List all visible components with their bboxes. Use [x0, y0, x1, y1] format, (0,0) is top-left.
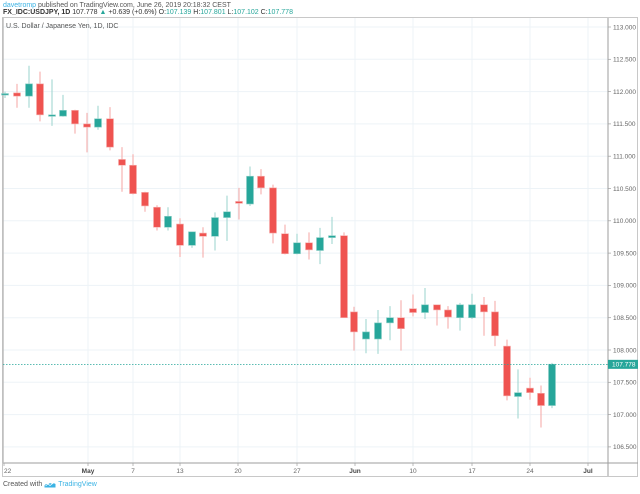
candle-up[interactable] [293, 242, 301, 255]
candle-down[interactable] [118, 159, 126, 166]
y-axis-label: 110.500 [613, 186, 636, 193]
close-label: C: [260, 9, 268, 16]
last-price-label: 107.778 [612, 362, 636, 369]
candle-up[interactable] [386, 317, 394, 324]
candle-up[interactable] [25, 83, 33, 97]
x-axis-label: 20 [234, 468, 242, 475]
candle-down[interactable] [305, 242, 313, 251]
candle-up[interactable] [1, 93, 9, 96]
y-axis-label: 106.500 [613, 444, 637, 451]
x-axis-label: May [82, 468, 95, 475]
x-axis-label: 17 [468, 468, 476, 475]
candle-up[interactable] [48, 114, 56, 117]
price-change: +0.639 (+0.6%) [108, 9, 157, 16]
author-link[interactable]: davetromp [3, 2, 37, 9]
y-axis-label: 112.500 [613, 57, 636, 64]
candle-down[interactable] [199, 232, 207, 237]
candle-up[interactable] [468, 304, 476, 318]
published-text: published on TradingView.com, June 26, 2… [36, 2, 231, 9]
high-label: H: [193, 9, 201, 16]
candle-up[interactable] [362, 331, 370, 340]
candle-down[interactable] [269, 187, 277, 234]
y-axis-label: 112.000 [613, 89, 636, 96]
y-axis-label: 108.500 [613, 315, 637, 322]
candle-up[interactable] [374, 322, 382, 340]
y-axis-label: 107.500 [613, 380, 637, 387]
candle-down[interactable] [129, 164, 137, 194]
y-axis-label: 109.500 [613, 250, 637, 257]
symbol-info: FX_IDC:USDJPY, 1D 107.778 ▲ +0.639 (+0.6… [3, 9, 293, 16]
high-value: 107.801 [200, 9, 226, 16]
candle-down[interactable] [350, 311, 358, 333]
triangle-up-icon: ▲ [99, 9, 107, 16]
x-axis-label: 7 [131, 468, 135, 475]
low-value: 107.102 [233, 9, 259, 16]
candle-up[interactable] [211, 217, 219, 237]
open-value: 107.139 [166, 9, 192, 16]
candle-down[interactable] [526, 387, 534, 393]
y-axis-label: 113.000 [613, 24, 636, 31]
candle-down[interactable] [176, 223, 184, 246]
low-label: L: [227, 9, 234, 16]
candle-down[interactable] [480, 304, 488, 313]
candle-down[interactable] [13, 92, 21, 97]
candle-up[interactable] [514, 392, 522, 397]
candle-down[interactable] [36, 83, 44, 116]
symbol-name: FX_IDC:USDJPY, 1D [3, 9, 71, 16]
candle-down[interactable] [503, 345, 511, 397]
last-price-badge [608, 359, 638, 369]
tradingview-logo-icon [44, 482, 56, 488]
candle-up[interactable] [548, 363, 556, 406]
tradingview-link[interactable]: TradingView [58, 481, 97, 488]
last-price: 107.778 [72, 9, 98, 16]
candle-up[interactable] [421, 304, 429, 313]
candle-down[interactable] [235, 201, 243, 204]
candle-down[interactable] [397, 317, 405, 329]
candle-down[interactable] [409, 308, 417, 313]
created-with-text: Created with [3, 481, 43, 488]
candle-down[interactable] [83, 123, 91, 128]
candle-down[interactable] [444, 309, 452, 318]
footer: Created with TradingView [3, 481, 97, 488]
candle-up[interactable] [328, 235, 336, 238]
open-label: O: [158, 9, 167, 16]
candle-down[interactable] [257, 175, 265, 189]
y-axis-label: 109.000 [613, 283, 637, 290]
x-axis-label: 24 [526, 468, 534, 475]
x-axis-label: 22 [4, 468, 12, 475]
x-axis-label: 27 [293, 468, 301, 475]
y-axis-label: 111.500 [613, 121, 636, 128]
candle-down[interactable] [340, 235, 348, 319]
candle-up[interactable] [316, 237, 324, 251]
candle-up[interactable] [94, 118, 102, 128]
candle-up[interactable] [223, 211, 231, 218]
chart-title: U.S. Dollar / Japanese Yen, 1D, IDC [6, 23, 119, 30]
candle-down[interactable] [491, 311, 499, 337]
x-axis-label: Jul [583, 468, 593, 475]
candle-down[interactable] [71, 110, 79, 125]
candle-up[interactable] [456, 304, 464, 318]
candle-up[interactable] [188, 231, 196, 246]
x-axis-label: 13 [176, 468, 184, 475]
candle-down[interactable] [537, 392, 545, 406]
candle-down[interactable] [141, 192, 149, 207]
candle-up[interactable] [164, 215, 172, 228]
y-axis-label: 111.000 [613, 154, 636, 161]
y-axis-label: 108.000 [613, 347, 637, 354]
candle-down[interactable] [281, 233, 289, 255]
candle-down[interactable] [106, 118, 114, 148]
candle-up[interactable] [59, 110, 67, 117]
y-axis-label: 107.000 [613, 412, 637, 419]
publish-info: davetromp published on TradingView.com, … [3, 2, 231, 9]
candle-up[interactable] [246, 175, 254, 205]
candle-down[interactable] [433, 304, 441, 311]
candle-down[interactable] [153, 206, 161, 228]
x-axis-label: Jun [349, 468, 361, 475]
close-value: 107.778 [267, 9, 293, 16]
y-axis-label: 110.000 [613, 218, 636, 225]
x-axis-label: 10 [409, 468, 417, 475]
